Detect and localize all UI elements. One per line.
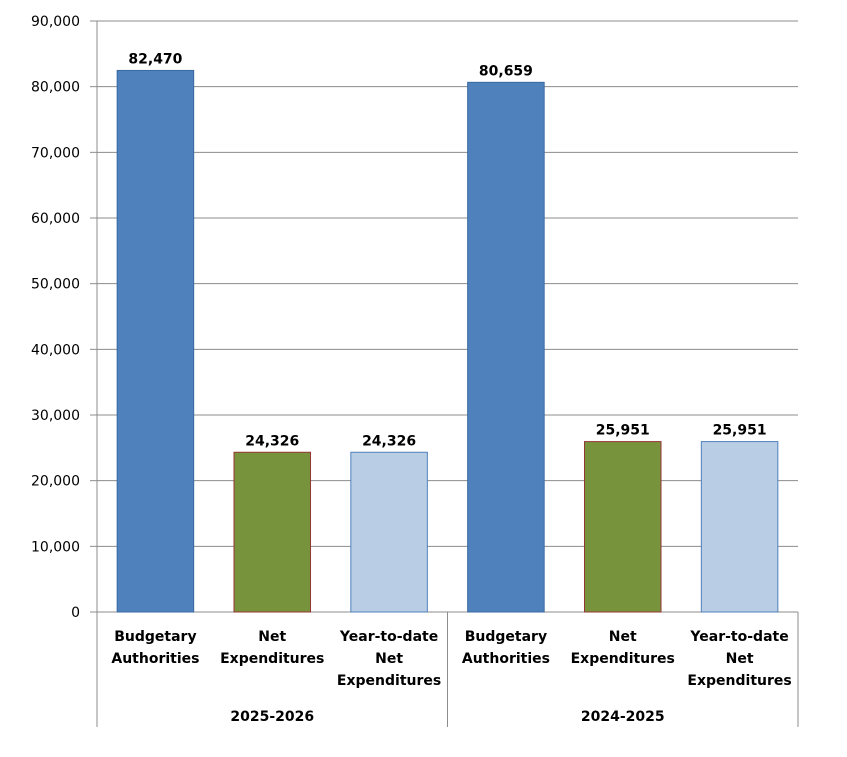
category-label: Year-to-date Net Expenditures (337, 629, 441, 689)
y-tick-label: 90,000 (31, 14, 80, 30)
data-label: 25,951 (596, 423, 650, 439)
bar (700, 441, 779, 613)
bar (116, 69, 195, 613)
y-tick-label: 30,000 (31, 408, 80, 424)
y-tick-label: 50,000 (31, 277, 80, 293)
data-label: 25,951 (713, 423, 767, 439)
y-tick-label: 10,000 (31, 539, 80, 555)
category-label: Budgetary Authorities (111, 629, 199, 667)
group-label: 2024-2025 (581, 709, 665, 725)
y-tick-label: 60,000 (31, 211, 80, 227)
y-tick-label: 70,000 (31, 145, 80, 161)
y-tick-label: 20,000 (31, 474, 80, 490)
data-label: 80,659 (479, 63, 533, 79)
bar (233, 451, 312, 613)
category-label: Net Expenditures (571, 629, 675, 667)
bar (350, 451, 428, 613)
bar (467, 81, 545, 613)
category-label: Net Expenditures (220, 629, 324, 667)
bar (583, 441, 662, 613)
data-label: 24,326 (245, 433, 299, 449)
y-tick-label: 80,000 (31, 80, 80, 96)
group-label: 2025-2026 (230, 709, 314, 725)
category-label: Year-to-date Net Expenditures (687, 629, 791, 689)
y-tick-label: 0 (71, 605, 80, 621)
y-tick-label: 40,000 (31, 342, 80, 358)
data-label: 24,326 (362, 433, 416, 449)
category-label: Budgetary Authorities (462, 629, 550, 667)
data-label: 82,470 (128, 51, 182, 67)
